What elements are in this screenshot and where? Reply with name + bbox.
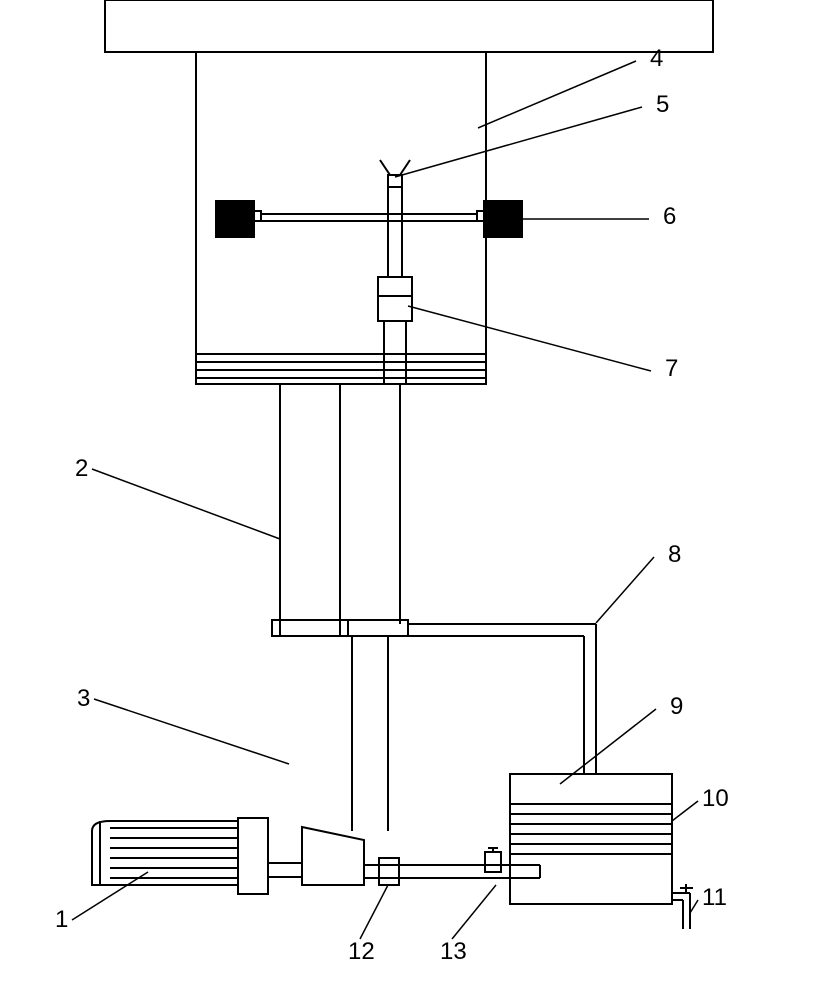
label-5: 5: [656, 91, 669, 119]
technical-diagram: [0, 0, 821, 1000]
label-3: 3: [77, 685, 90, 713]
label-11: 11: [702, 884, 727, 912]
label-7: 7: [665, 355, 678, 383]
label-13: 13: [440, 938, 467, 966]
label-2: 2: [75, 455, 88, 483]
label-6: 6: [663, 203, 676, 231]
label-9: 9: [670, 693, 683, 721]
label-1: 1: [55, 906, 68, 934]
label-4: 4: [650, 45, 663, 73]
label-8: 8: [668, 541, 681, 569]
label-10: 10: [702, 785, 729, 813]
label-12: 12: [348, 938, 375, 966]
